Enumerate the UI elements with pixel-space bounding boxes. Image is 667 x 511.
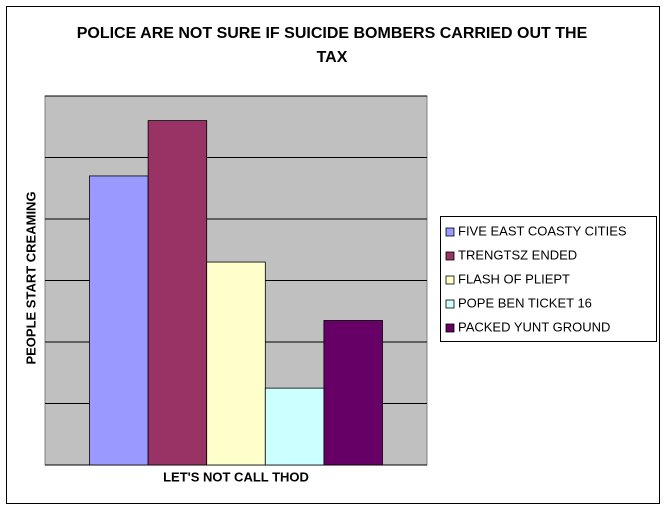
- legend-swatch: [445, 275, 455, 285]
- legend-swatch: [445, 323, 455, 333]
- x-tick-label: LET'S NOT CALL THOD: [163, 469, 309, 484]
- bar: [89, 175, 149, 466]
- y-axis-label: PEOPLE START CREAMING: [23, 191, 38, 364]
- legend-swatch: [445, 299, 455, 309]
- bar: [264, 387, 325, 466]
- legend-swatch: [445, 251, 455, 261]
- chart-title: POLICE ARE NOT SURE IF SUICIDE BOMBERS C…: [76, 25, 588, 66]
- legend-label: PACKED YUNT GROUND: [458, 319, 610, 334]
- legend-label: FLASH OF PLIEPT: [458, 271, 570, 286]
- bar: [147, 120, 208, 466]
- legend-label: FIVE EAST COASTY CITIES: [458, 223, 627, 238]
- legend-swatch: [445, 227, 455, 237]
- bar: [323, 320, 383, 466]
- legend-label: POPE BEN TICKET 16: [458, 295, 592, 310]
- bar: [206, 261, 266, 466]
- legend-label: TRENGTSZ ENDED: [458, 247, 577, 262]
- legend-box: [440, 216, 657, 342]
